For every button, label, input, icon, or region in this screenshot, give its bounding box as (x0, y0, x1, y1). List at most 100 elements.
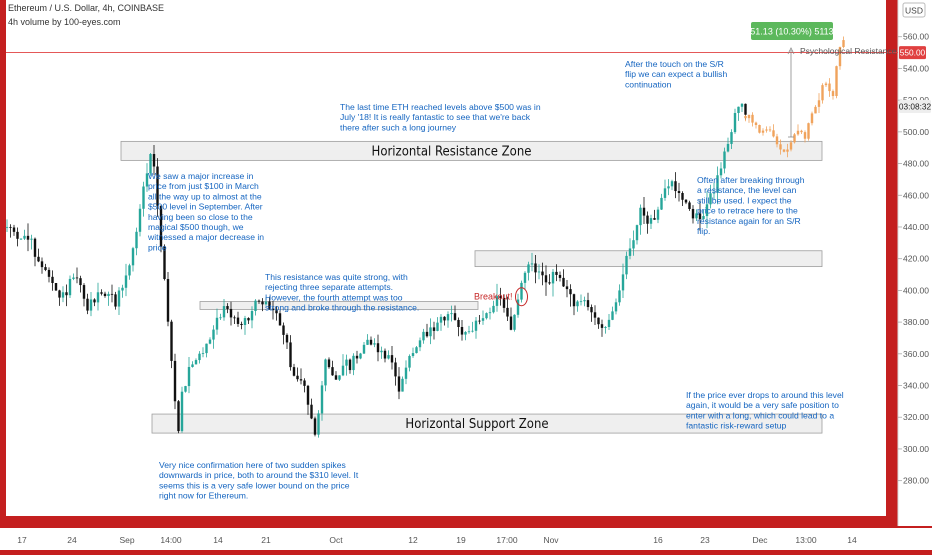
candle-body (688, 202, 691, 209)
candle-body (376, 343, 380, 353)
annotation-line: price (148, 242, 167, 252)
price-tick-label: 540.00 (903, 63, 929, 73)
candle-body (205, 343, 208, 354)
projection-body (793, 134, 796, 143)
candle-body (422, 331, 425, 341)
annotation-line: However, the fourth attempt was too (265, 292, 403, 302)
annotation-note: This resistance was quite strong, with re… (265, 272, 419, 313)
candle-body (54, 282, 58, 291)
candle-body (180, 391, 184, 432)
candle-body (103, 293, 107, 296)
candle-body (149, 154, 152, 174)
candle-body (194, 360, 198, 365)
candle-body (495, 296, 499, 306)
candles-layer (5, 103, 747, 438)
candle-body (219, 317, 222, 319)
candle-body (457, 319, 460, 328)
candle-body (226, 306, 229, 309)
annotation-line: all the way up to almost at the (148, 191, 262, 201)
candle-body (16, 231, 19, 239)
candle-body (128, 265, 131, 276)
annotation-note: If the price ever drops to around this l… (686, 390, 844, 431)
candle-body (79, 278, 82, 286)
candle-body (257, 300, 261, 302)
candle-body (313, 418, 317, 435)
candle-body (667, 186, 670, 189)
annotation-line: July '18! It is really fantastic to see … (340, 112, 531, 122)
candle-body (159, 205, 163, 247)
candle-body (117, 290, 121, 307)
candle-body (527, 264, 530, 273)
projection-body (772, 130, 775, 137)
candle-body (425, 331, 429, 337)
candle-body (562, 277, 565, 287)
candle-body (184, 386, 187, 392)
candle-body (660, 197, 663, 210)
candle-body (555, 271, 558, 275)
candle-body (285, 334, 289, 343)
projection-body (835, 66, 838, 97)
annotation-line: flip. (697, 226, 710, 236)
current-price-badge[interactable] (899, 46, 926, 60)
candle-body (100, 292, 103, 294)
candle-body (541, 271, 544, 276)
projection-body (751, 114, 754, 123)
projection-body (744, 115, 747, 119)
candle-body (170, 321, 173, 361)
candle-body (488, 312, 492, 314)
candle-body (191, 364, 194, 367)
candle-body (464, 332, 467, 335)
projection-body (803, 132, 807, 139)
candle-body (296, 375, 299, 380)
symbol-title: Ethereum / U.S. Dollar, 4h, COINBASE (8, 3, 164, 13)
candle-body (142, 186, 145, 209)
annotation-line: fantastic risk-reward setup (686, 421, 787, 431)
candle-body (408, 355, 411, 368)
projection-body (768, 129, 772, 131)
time-tick-label: 13:00 (795, 535, 817, 545)
candle-body (723, 151, 726, 169)
candle-body (30, 238, 33, 240)
candle-body (632, 240, 635, 249)
candle-body (716, 175, 719, 193)
annotation-line: Very nice confirmation here of two sudde… (159, 460, 346, 470)
candle-body (698, 213, 702, 220)
overlays-layer: 51.13 (10.30%) 5113 Breakout! (6, 22, 898, 307)
currency-box[interactable] (902, 2, 926, 18)
annotation-line: price to retrace here to the (697, 206, 798, 216)
price-tick-label: 460.00 (903, 190, 929, 200)
time-axis[interactable]: 17 24 Sep 14:00 14 21 Oct 12 19 17:00 Nov 16 23 Dec 13… (17, 535, 857, 545)
price-change-callout[interactable] (751, 22, 833, 40)
price-axis[interactable]: 280.00 300.00 320.00 340.00 360.00 380.00 400.… (898, 32, 932, 486)
candle-body (737, 106, 740, 114)
candle-body (177, 401, 180, 432)
candle-body (523, 272, 527, 283)
candle-body (369, 339, 373, 345)
projection-body (828, 83, 831, 92)
projection-body (754, 122, 758, 125)
candle-body (544, 275, 548, 283)
price-tick-label: 320.00 (903, 412, 929, 422)
annotation-line: We saw a major increase in (148, 171, 254, 181)
candle-body (208, 339, 212, 344)
candle-body (474, 320, 478, 331)
time-axis-panel (0, 528, 932, 550)
time-tick-label: 14:00 (160, 535, 182, 545)
candle-body (254, 300, 257, 312)
candle-body (236, 317, 240, 324)
zone-rect[interactable] (120, 140, 823, 161)
candle-body (271, 308, 275, 311)
candle-body (635, 225, 639, 241)
breakout-circle[interactable] (515, 287, 528, 307)
candle-body (705, 204, 709, 217)
projection-body (842, 40, 845, 47)
candle-body (338, 375, 341, 380)
zone-rect[interactable] (199, 301, 479, 310)
zone-rect[interactable] (474, 250, 823, 268)
candle-body (691, 208, 695, 219)
projection-body (807, 123, 810, 139)
candle-body (306, 385, 310, 405)
projection-body (814, 106, 817, 114)
candle-body (310, 404, 313, 419)
